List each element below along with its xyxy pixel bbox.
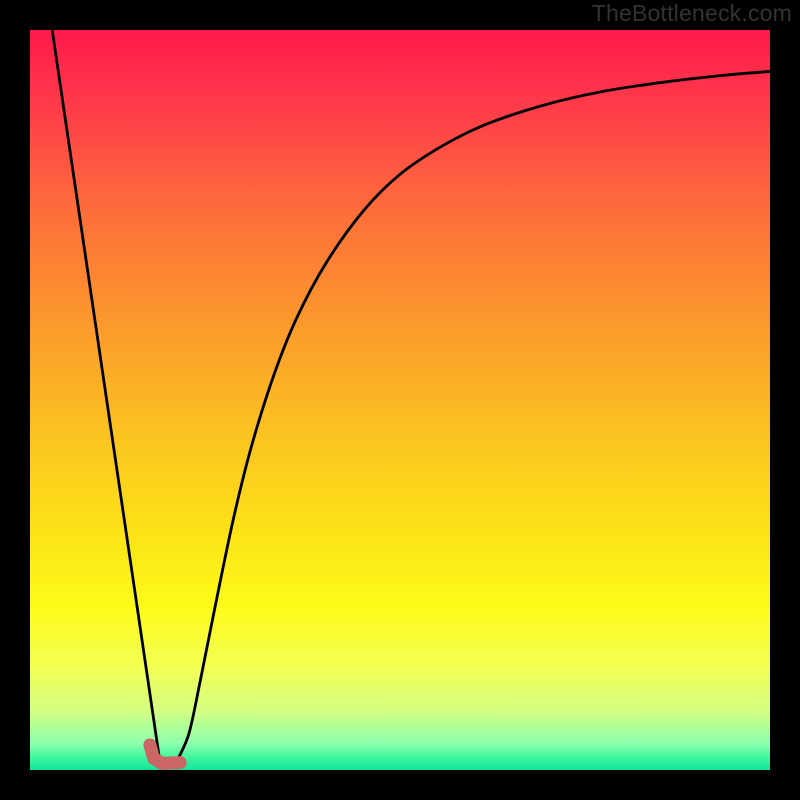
highlight-marker	[150, 745, 180, 764]
chart-root: { "watermark": { "text": "TheBottleneck.…	[0, 0, 800, 800]
chart-outer-frame	[0, 0, 800, 800]
marker-layer	[30, 30, 770, 770]
watermark: TheBottleneck.com	[592, 0, 792, 27]
chart-plot-area	[30, 30, 770, 770]
